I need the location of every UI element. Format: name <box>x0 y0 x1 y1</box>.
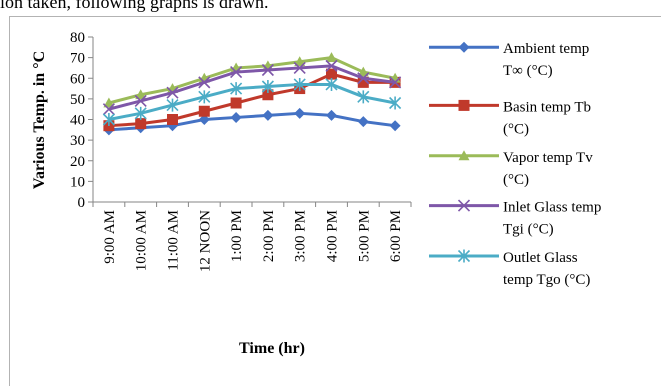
series-4 <box>102 59 402 116</box>
data-point-marker <box>325 77 338 91</box>
data-point-marker <box>357 90 370 104</box>
data-point-marker <box>102 103 115 116</box>
data-point-marker <box>230 97 242 109</box>
x-tick-label: 10:00 AM <box>134 210 150 271</box>
data-point-marker <box>357 72 370 85</box>
y-tick-label: 10 <box>70 174 85 190</box>
data-point-marker <box>230 82 243 96</box>
data-point-marker <box>389 96 402 110</box>
data-point-marker <box>198 90 211 104</box>
series-line <box>108 56 396 105</box>
data-point-marker <box>326 52 337 63</box>
series-line <box>108 72 396 128</box>
y-tick-label: 80 <box>70 30 85 46</box>
legend-entry-4: Inlet Glass temp Tgi (°C) <box>429 199 601 238</box>
data-point-marker <box>134 94 147 108</box>
y-tick-label: 70 <box>70 51 85 67</box>
data-point-marker <box>261 80 274 93</box>
data-point-marker <box>458 99 470 111</box>
data-point-marker <box>230 65 243 79</box>
data-point-marker <box>389 120 401 132</box>
y-tick-label: 50 <box>70 92 85 108</box>
data-point-marker <box>457 249 471 263</box>
series-line <box>108 64 396 111</box>
x-tick-label: 6:00 PM <box>388 210 404 262</box>
x-tick-labels: 9:00 AM 10:00 AM 11:00 AM 12 NOON 1:00 PM 2:0… <box>102 210 404 272</box>
data-point-marker <box>326 68 337 80</box>
chart-border <box>9 16 661 386</box>
data-point-marker <box>135 89 147 100</box>
data-point-marker <box>103 97 115 108</box>
y-tick-label: 40 <box>70 113 85 129</box>
data-point-marker <box>166 98 179 112</box>
legend-label: (°C) <box>503 172 529 188</box>
data-point-marker <box>293 77 306 91</box>
data-point-marker <box>134 106 147 120</box>
data-point-marker <box>326 109 337 121</box>
x-tick-label: 4:00 PM <box>325 210 341 262</box>
x-tick-label: 11:00 AM <box>166 210 182 271</box>
series-lines <box>102 52 402 136</box>
data-point-marker <box>357 66 369 77</box>
y-tick-label: 30 <box>70 133 85 149</box>
data-point-marker <box>198 76 211 89</box>
y-axis-title: Various Temp. in °C <box>31 51 48 189</box>
x-tick-label: 3:00 PM <box>293 210 309 262</box>
series-line <box>108 111 396 132</box>
data-point-marker <box>102 113 115 126</box>
data-point-marker <box>294 56 306 67</box>
data-point-marker <box>262 109 274 121</box>
series-line <box>108 82 396 121</box>
legend-entry-5: Outlet Glass temp Tgo (°C) <box>429 249 590 288</box>
data-point-marker <box>198 105 210 117</box>
data-point-marker <box>458 150 470 161</box>
x-tick-label: 12 NOON <box>197 210 213 272</box>
legend-label: Inlet Glass temp <box>503 200 601 216</box>
y-tick-label: 20 <box>70 154 85 170</box>
data-point-marker <box>167 114 178 125</box>
data-point-marker <box>457 199 471 212</box>
data-point-marker <box>458 41 470 53</box>
legend-label: Outlet Glass <box>503 250 578 266</box>
data-point-marker <box>135 118 147 130</box>
data-point-marker <box>293 61 306 75</box>
x-tick-label: 1:00 PM <box>229 210 245 262</box>
series-1 <box>103 107 401 136</box>
data-point-marker <box>261 63 274 77</box>
data-point-marker <box>262 89 274 101</box>
data-point-marker <box>357 76 369 88</box>
chart-axes <box>88 36 412 207</box>
data-point-marker <box>357 116 369 128</box>
legend-entry-3: Vapor temp Tv (°C) <box>429 150 593 188</box>
legend-label: temp Tgo (°C) <box>503 272 590 288</box>
data-point-marker <box>294 107 306 119</box>
legend-entry-1: Ambient temp T∞ (°C) <box>429 41 589 79</box>
data-point-marker <box>166 86 179 99</box>
legend-label: Tgi (°C) <box>503 222 554 238</box>
legend-entry-2: Basin temp Tb (°C) <box>429 99 591 137</box>
series-5 <box>102 77 402 126</box>
x-tick-label: 9:00 AM <box>102 210 118 264</box>
data-point-marker <box>325 59 338 72</box>
legend-label: (°C) <box>503 121 529 137</box>
data-point-marker <box>389 76 402 89</box>
x-tick-label: 5:00 PM <box>356 210 372 262</box>
y-tick-labels: 0 10 20 30 40 50 60 70 80 <box>70 30 85 211</box>
y-tick-label: 60 <box>70 71 85 87</box>
legend-label: Basin temp Tb <box>503 99 591 115</box>
x-tick-label: 2:00 PM <box>261 210 277 262</box>
legend-label: Vapor temp Tv <box>503 150 593 166</box>
legend-label: T∞ (°C) <box>503 63 553 79</box>
legend-label: Ambient temp <box>503 41 589 57</box>
data-point-marker <box>230 111 242 123</box>
y-tick-label: 0 <box>78 195 86 211</box>
caption-text: ion taken, following graphs is drawn. <box>0 0 269 12</box>
x-axis-title: Time (hr) <box>239 340 305 357</box>
